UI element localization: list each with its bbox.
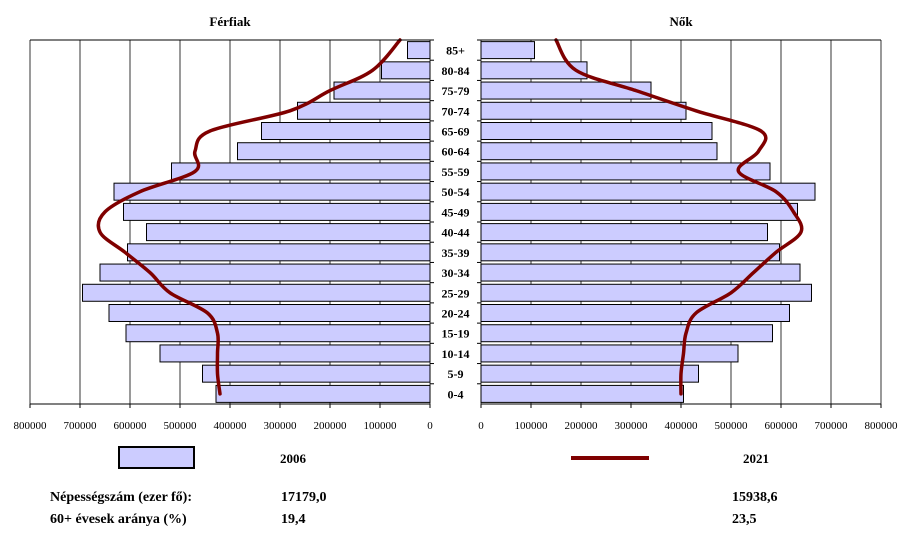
bar-women-0-4 xyxy=(480,384,684,403)
bars-men xyxy=(82,41,431,403)
bar-men-85+ xyxy=(407,41,431,60)
age-label-50-54: 50-54 xyxy=(442,185,470,199)
panel-title-women: Nők xyxy=(669,14,693,29)
bar-women-25-29 xyxy=(480,283,812,302)
bar-men-60-64 xyxy=(237,142,431,161)
legend-bar-label: 2006 xyxy=(280,451,307,466)
tick-label-right: 500000 xyxy=(715,420,749,432)
elderly-2021: 23,5 xyxy=(732,512,757,527)
age-label-20-24: 20-24 xyxy=(442,307,470,321)
bar-women-55-59 xyxy=(480,162,771,181)
tick-label-right: 600000 xyxy=(765,420,799,432)
axes xyxy=(29,39,882,408)
age-label-80-84: 80-84 xyxy=(442,64,470,78)
bar-men-50-54 xyxy=(113,182,431,201)
age-label-5-9: 5-9 xyxy=(448,367,464,381)
bar-women-15-19 xyxy=(480,324,773,343)
bar-women-40-44 xyxy=(480,223,768,242)
tick-label-right: 400000 xyxy=(665,420,699,432)
tick-labels: 800000 700000 600000 500000 400000 300000 2000… xyxy=(14,420,899,432)
bar-men-55-59 xyxy=(171,162,431,181)
bar-women-75-79 xyxy=(480,81,652,100)
population-2021: 15938,6 xyxy=(732,490,778,505)
bar-women-70-74 xyxy=(480,101,687,120)
age-label-25-29: 25-29 xyxy=(442,286,470,300)
bar-men-5-9 xyxy=(202,364,431,383)
tick-label-left: 400000 xyxy=(214,420,248,432)
tick-label-left: 500000 xyxy=(164,420,198,432)
population-label: Népességszám (ezer fő): xyxy=(50,490,193,505)
tick-label-left: 800000 xyxy=(14,420,48,432)
age-label-55-59: 55-59 xyxy=(442,165,470,179)
legend-bar-swatch xyxy=(118,446,195,469)
age-label-35-39: 35-39 xyxy=(442,246,470,260)
lines-2021 xyxy=(96,38,804,396)
bar-men-35-39 xyxy=(127,243,431,262)
age-label-40-44: 40-44 xyxy=(442,226,470,240)
bar-men-80-84 xyxy=(381,61,431,80)
age-label-0-4: 0-4 xyxy=(448,387,464,401)
age-labels: 85+ 80-84 75-79 70-74 65-69 60-64 55-59 50-54 45… xyxy=(442,44,470,402)
bar-women-80-84 xyxy=(480,61,588,80)
elderly-2006: 19,4 xyxy=(281,512,306,527)
tick-label-right: 300000 xyxy=(615,420,649,432)
bar-men-20-24 xyxy=(108,304,431,322)
bar-men-30-34 xyxy=(99,263,431,282)
bar-women-30-34 xyxy=(480,263,801,282)
bar-women-45-49 xyxy=(480,202,798,221)
age-label-85+: 85+ xyxy=(446,44,465,58)
tick-label-left: 200000 xyxy=(314,420,348,432)
bar-men-15-19 xyxy=(125,324,431,343)
bar-women-50-54 xyxy=(480,182,816,201)
bar-women-85+ xyxy=(480,41,535,60)
age-label-45-49: 45-49 xyxy=(442,205,470,219)
tick-label-right: 0 xyxy=(478,420,484,432)
legend-line-label: 2021 xyxy=(743,451,769,466)
bar-men-0-4 xyxy=(215,384,431,403)
age-label-30-34: 30-34 xyxy=(442,266,470,280)
bar-women-5-9 xyxy=(480,364,699,383)
age-label-70-74: 70-74 xyxy=(442,104,470,118)
age-label-10-14: 10-14 xyxy=(442,347,470,361)
age-label-65-69: 65-69 xyxy=(442,125,470,139)
bar-women-35-39 xyxy=(480,243,780,262)
line-2021-men xyxy=(96,38,402,396)
bar-men-65-69 xyxy=(261,122,431,140)
tick-label-right: 700000 xyxy=(815,420,849,432)
age-label-60-64: 60-64 xyxy=(442,145,470,159)
bar-men-45-49 xyxy=(123,202,431,221)
panel-title-men: Férfiak xyxy=(209,14,251,29)
age-label-75-79: 75-79 xyxy=(442,84,470,98)
bar-men-25-29 xyxy=(82,283,431,302)
bar-women-65-69 xyxy=(480,122,713,140)
bar-men-70-74 xyxy=(297,101,431,120)
tick-label-left: 700000 xyxy=(64,420,98,432)
age-label-15-19: 15-19 xyxy=(442,327,470,341)
tick-label-right: 200000 xyxy=(565,420,599,432)
tick-label-left: 300000 xyxy=(264,420,298,432)
bar-women-60-64 xyxy=(480,142,718,161)
population-2006: 17179,0 xyxy=(281,490,327,505)
bar-men-75-79 xyxy=(333,81,431,100)
tick-label-left: 100000 xyxy=(364,420,398,432)
elderly-label: 60+ évesek aránya (%) xyxy=(50,512,187,527)
tick-label-right: 100000 xyxy=(515,420,549,432)
tick-label-right: 800000 xyxy=(865,420,899,432)
bar-men-10-14 xyxy=(159,344,431,363)
line-2021-women xyxy=(554,38,804,396)
bar-women-20-24 xyxy=(480,304,790,322)
bars-women xyxy=(480,41,816,403)
bar-women-10-14 xyxy=(480,344,739,363)
tick-label-left: 600000 xyxy=(114,420,148,432)
tick-label-left: 0 xyxy=(427,420,433,432)
bar-men-40-44 xyxy=(146,223,431,242)
